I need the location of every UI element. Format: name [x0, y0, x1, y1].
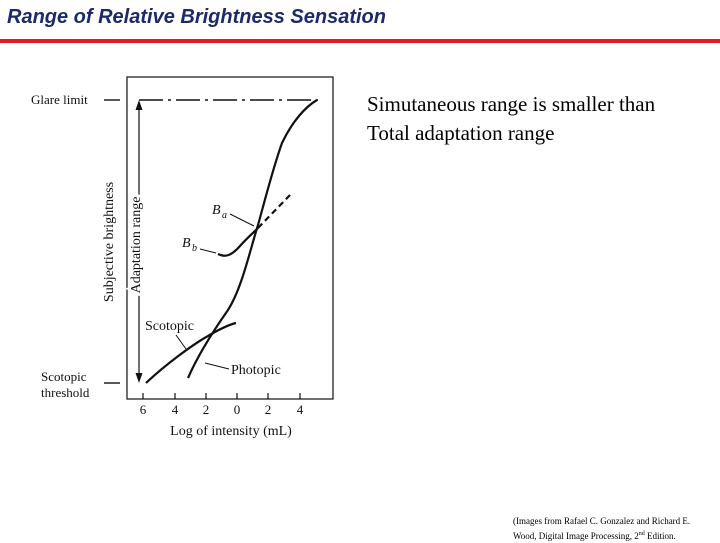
x-tick-label: 2	[203, 402, 210, 417]
image-credit-caption: (Images from Rafael C. Gonzalez and Rich…	[513, 515, 718, 543]
title-underline	[0, 39, 720, 43]
photopic-pointer	[204, 362, 230, 370]
body-line-2: Total adaptation range	[367, 121, 555, 145]
x-tick-label: 0	[234, 402, 241, 417]
x-axis-label: Log of intensity (mL)	[170, 424, 292, 439]
arrow-head-up	[135, 100, 143, 110]
caption-superscript: nd	[638, 531, 645, 537]
y-axis-label: Subjective brightness	[102, 182, 117, 302]
slide-title: Range of Relative Brightness Sensation	[7, 6, 386, 28]
x-tick-label: 2	[265, 402, 272, 417]
caption-line-2: Wood, Digital Image Processing, 2nd Edit…	[513, 528, 718, 543]
ba-pointer	[229, 213, 255, 227]
photopic-curve	[186, 99, 318, 379]
scotopic-label: Scotopic	[145, 319, 194, 334]
x-tick-label: 4	[297, 402, 304, 417]
bb-curve	[217, 227, 259, 257]
bb-subscript: b	[192, 243, 197, 254]
x-tick-label: 4	[172, 402, 179, 417]
caption-line-2-suffix: Edition.	[644, 531, 676, 541]
scotopic-threshold-label-1: Scotopic	[41, 369, 87, 384]
scotopic-curve	[145, 321, 237, 384]
glare-limit-label: Glare limit	[31, 92, 88, 107]
bb-pointer	[199, 248, 217, 254]
ba-label: B	[212, 203, 221, 218]
caption-line-2-prefix: Wood, Digital Image Processing, 2	[513, 531, 639, 541]
arrow-head-down	[135, 373, 143, 383]
adaptation-range-label: Adaptation range	[129, 197, 144, 294]
bb-curve-dashed	[257, 194, 291, 229]
photopic-label: Photopic	[231, 363, 281, 378]
scotopic-pointer	[175, 334, 187, 350]
body-text: Simutaneous range is smaller than Total …	[367, 90, 655, 148]
ba-subscript: a	[222, 210, 227, 221]
x-tick-label: 6	[140, 402, 147, 417]
scotopic-threshold-label-2: threshold	[41, 385, 90, 400]
body-line-1: Simutaneous range is smaller than	[367, 92, 656, 116]
caption-line-1: (Images from Rafael C. Gonzalez and Rich…	[513, 516, 691, 526]
figure-frame	[126, 76, 334, 400]
x-axis-ticks	[142, 393, 301, 399]
bb-label: B	[182, 236, 191, 251]
